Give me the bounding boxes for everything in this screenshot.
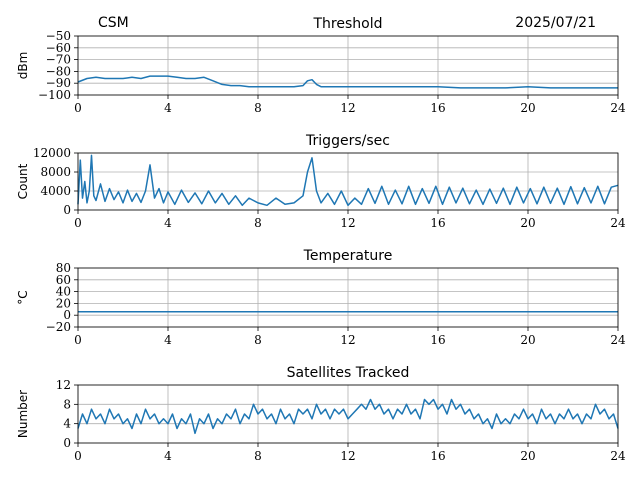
x-tick-label: 16 bbox=[430, 333, 445, 347]
x-tick-label: 8 bbox=[254, 216, 262, 230]
chart-panel-1: 0 4 8 12 16 20 24 −100−90−80−70−60−50 Threshold d… bbox=[16, 16, 626, 115]
y-tick-label: 0 bbox=[63, 203, 71, 217]
chart-title: Threshold bbox=[313, 16, 383, 32]
x-tick-label: 0 bbox=[74, 101, 82, 115]
y-axis-label: Count bbox=[16, 163, 30, 199]
x-tick-label: 24 bbox=[610, 101, 626, 115]
chart-title: Satellites Tracked bbox=[287, 365, 410, 381]
x-tick-label: 16 bbox=[430, 101, 445, 115]
x-tick-label: 4 bbox=[164, 449, 172, 463]
x-tick-label: 0 bbox=[74, 216, 82, 230]
y-axis-label: Number bbox=[16, 390, 30, 438]
y-tick-label: 20 bbox=[56, 296, 71, 310]
y-tick-label: −100 bbox=[38, 88, 71, 102]
y-tick-label: −50 bbox=[46, 29, 71, 43]
x-tick-label: 12 bbox=[340, 101, 355, 115]
x-tick-label: 8 bbox=[254, 101, 262, 115]
x-tick-label: 0 bbox=[74, 449, 82, 463]
y-tick-label: −90 bbox=[46, 76, 71, 90]
y-axis-label: dBm bbox=[16, 52, 30, 80]
y-tick-label: 60 bbox=[56, 273, 71, 287]
y-tick-label: 8 bbox=[63, 397, 71, 411]
series-line bbox=[77, 154, 619, 207]
y-tick-label: −80 bbox=[46, 64, 71, 78]
x-tick-label: 20 bbox=[520, 333, 535, 347]
y-tick-label: 8000 bbox=[40, 165, 71, 179]
chart-panel-2: 0 4 8 12 16 20 24 0 4000 8000 12000 Triggers/sec Cou… bbox=[16, 133, 626, 230]
x-tick-label: 24 bbox=[610, 216, 626, 230]
chart-panel-4: 0 4 8 12 16 20 24 0 4 8 12 Satellites Tracked Number bbox=[16, 365, 626, 463]
y-tick-label: −20 bbox=[46, 320, 71, 334]
y-tick-label: 12 bbox=[56, 378, 71, 392]
x-tick-label: 4 bbox=[164, 333, 172, 347]
x-tick-label: 12 bbox=[340, 216, 355, 230]
chart-title: Temperature bbox=[303, 248, 393, 264]
x-tick-label: 12 bbox=[340, 449, 355, 463]
y-tick-label: 4 bbox=[63, 417, 71, 431]
y-tick-label: 0 bbox=[63, 308, 71, 322]
x-tick-label: 16 bbox=[430, 216, 445, 230]
y-tick-label: 80 bbox=[56, 261, 71, 275]
y-tick-label: 40 bbox=[56, 285, 71, 299]
header-date: 2025/07/21 bbox=[515, 15, 596, 31]
y-tick-label: 4000 bbox=[40, 184, 71, 198]
y-tick-label: −70 bbox=[46, 53, 71, 67]
x-tick-label: 20 bbox=[520, 216, 535, 230]
y-tick-label: −60 bbox=[46, 41, 71, 55]
y-tick-label: 0 bbox=[63, 436, 71, 450]
x-tick-label: 24 bbox=[610, 449, 626, 463]
y-axis-label: °C bbox=[16, 290, 30, 304]
y-tick-label: 12000 bbox=[33, 146, 71, 160]
x-tick-label: 0 bbox=[74, 333, 82, 347]
series-line bbox=[77, 398, 619, 435]
chart-panels: 0 4 8 12 16 20 24 −100−90−80−70−60−50 Threshold d… bbox=[16, 16, 626, 463]
x-tick-label: 4 bbox=[164, 101, 172, 115]
series-line bbox=[77, 75, 618, 89]
x-tick-label: 4 bbox=[164, 216, 172, 230]
x-tick-label: 8 bbox=[254, 449, 262, 463]
x-tick-label: 12 bbox=[340, 333, 355, 347]
x-tick-label: 20 bbox=[520, 101, 535, 115]
x-tick-label: 20 bbox=[520, 449, 535, 463]
x-tick-label: 8 bbox=[254, 333, 262, 347]
x-tick-label: 16 bbox=[430, 449, 445, 463]
chart-title: Triggers/sec bbox=[305, 133, 390, 149]
x-tick-label: 24 bbox=[610, 333, 626, 347]
header-left-label: CSM bbox=[98, 15, 129, 31]
